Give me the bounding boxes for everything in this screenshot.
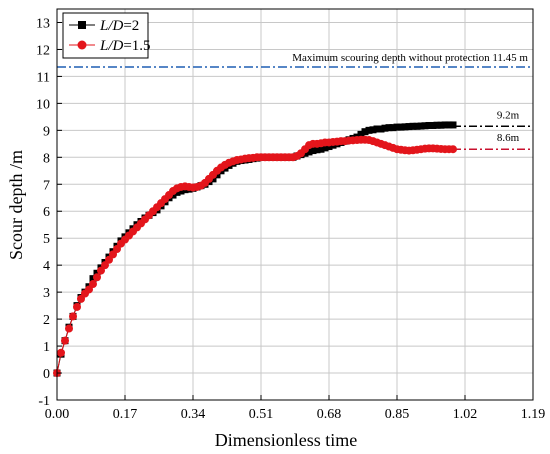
l-d-1-5-final-label: 8.6m: [497, 132, 520, 144]
x-tick-label: 1.19: [521, 407, 546, 422]
data-point: [365, 126, 373, 134]
y-tick-label: -1: [38, 394, 50, 409]
x-tick-label: 0.34: [181, 407, 206, 422]
data-point: [401, 123, 409, 131]
y-tick-label: 8: [43, 151, 50, 166]
data-point: [69, 312, 77, 321]
data-point: [173, 188, 181, 196]
data-point: [437, 121, 445, 129]
l-d-2-final-label: 9.2m: [497, 109, 520, 121]
legend-marker: [78, 21, 86, 29]
x-ticks: 0.00 0.17 0.34 0.51 0.68 0.85 1.02 1.19: [45, 395, 546, 422]
x-tick-label: 0.85: [385, 407, 410, 422]
x-tick-label: 1.02: [453, 407, 478, 422]
data-point: [449, 145, 457, 154]
data-point: [393, 123, 401, 131]
data-point: [357, 130, 365, 138]
x-tick-label: 0.68: [317, 407, 342, 422]
data-point: [89, 275, 97, 283]
data-point: [381, 124, 389, 132]
data-point: [449, 121, 457, 129]
x-tick-label: 0.51: [249, 407, 274, 422]
y-tick-label: 11: [37, 70, 50, 85]
y-tick-label: 2: [43, 313, 50, 328]
data-point: [377, 125, 385, 133]
data-point: [177, 187, 185, 195]
data-point: [389, 124, 397, 132]
data-series: [53, 121, 457, 378]
legend: L/D=2 L/D=1.5: [62, 12, 151, 59]
data-point: [321, 144, 329, 152]
data-point: [413, 122, 421, 130]
data-point: [369, 126, 377, 134]
y-tick-label: 6: [43, 205, 50, 220]
data-point: [445, 121, 453, 129]
data-point: [317, 145, 325, 153]
y-tick-label: 7: [43, 178, 50, 193]
data-point: [93, 269, 101, 277]
data-point: [57, 348, 65, 357]
y-tick-label: 13: [36, 16, 50, 31]
y-tick-label: 3: [43, 286, 50, 301]
data-point: [373, 125, 381, 133]
legend-label: L/D=1.5: [99, 38, 151, 54]
x-tick-label: 0.17: [113, 407, 138, 422]
series-l-d-1-5: [53, 135, 457, 378]
data-point: [325, 143, 333, 151]
data-point: [417, 122, 425, 130]
y-axis-title: Scour depth /m: [6, 150, 26, 260]
y-tick-label: 1: [43, 340, 50, 355]
data-point: [361, 128, 369, 136]
data-point: [441, 121, 449, 129]
legend-label: L/D=2: [99, 18, 139, 34]
plot-frame: [56, 8, 534, 401]
data-point: [73, 302, 81, 311]
data-point: [93, 273, 101, 282]
grid: [57, 9, 533, 401]
data-point: [61, 336, 69, 345]
data-point: [89, 280, 97, 289]
legend-box: [62, 12, 149, 59]
y-tick-label: 5: [43, 232, 50, 247]
y-tick-label: 12: [36, 43, 50, 58]
data-point: [309, 147, 317, 155]
max-scour-reference-label: Maximum scouring depth without protectio…: [292, 52, 528, 64]
y-tick-label: 0: [43, 367, 50, 382]
data-point: [409, 122, 417, 130]
data-point: [313, 146, 321, 154]
legend-marker: [77, 40, 87, 50]
data-point: [425, 121, 433, 129]
y-tick-label: 4: [43, 259, 50, 274]
data-point: [65, 324, 73, 333]
data-point: [421, 122, 429, 130]
y-tick-label: 10: [36, 97, 50, 112]
data-point: [305, 148, 313, 156]
data-point: [429, 121, 437, 129]
x-tick-label: 0.00: [45, 407, 70, 422]
reference-lines: Maximum scouring depth without protectio…: [57, 52, 533, 150]
x-axis-title: Dimensionless time: [215, 430, 358, 450]
data-point: [405, 123, 413, 131]
data-point: [397, 123, 405, 131]
y-tick-label: 9: [43, 124, 50, 139]
data-point: [385, 124, 393, 132]
data-point: [433, 121, 441, 129]
